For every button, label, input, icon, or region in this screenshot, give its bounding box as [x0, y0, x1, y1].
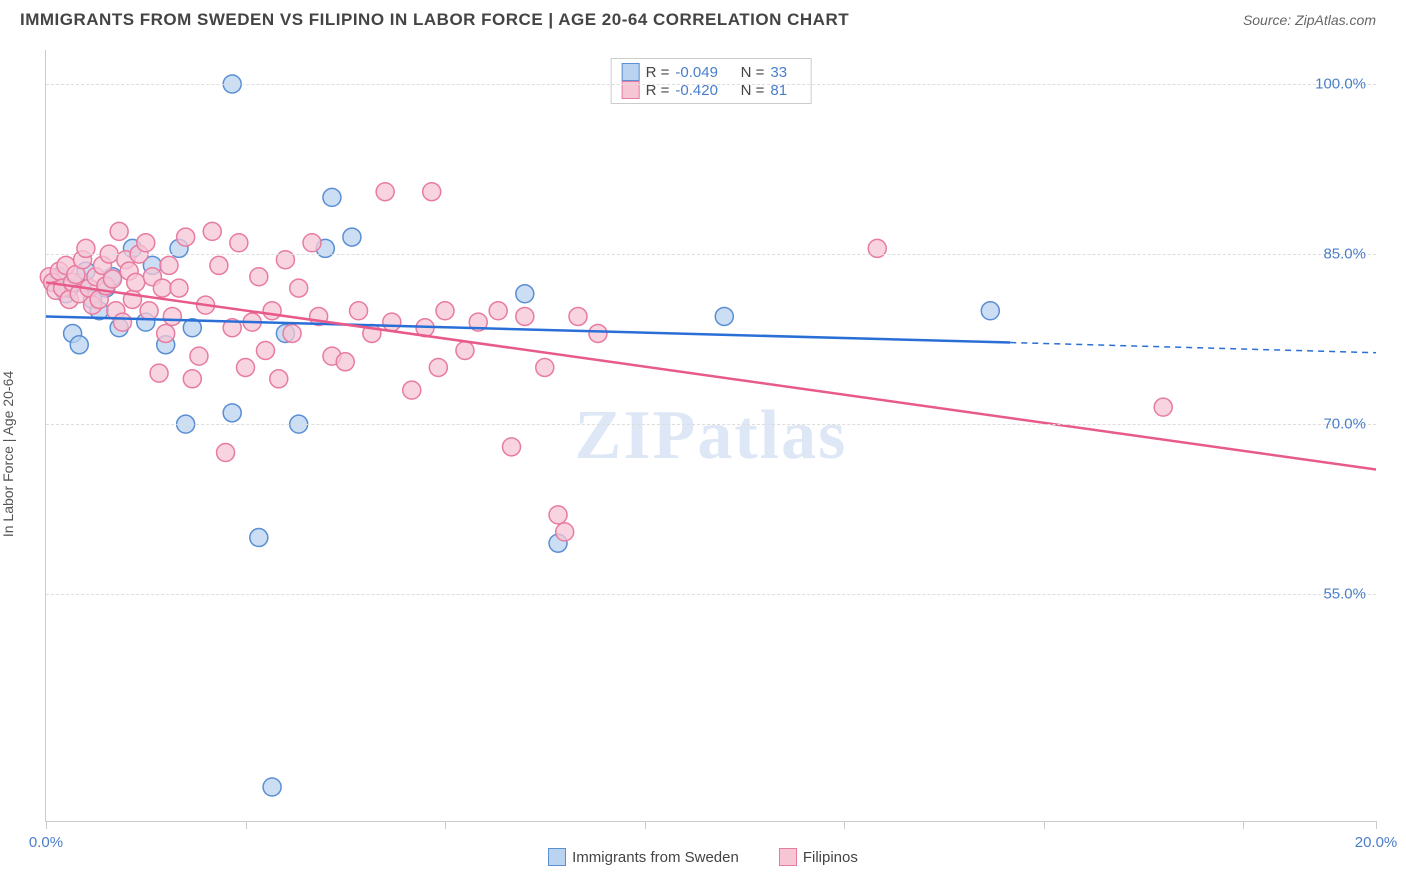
scatter-point — [203, 222, 221, 240]
scatter-point — [303, 234, 321, 252]
x-tick — [1243, 821, 1244, 829]
legend-bottom: Immigrants from Sweden Filipinos — [0, 848, 1406, 870]
stat-r-label: R = — [646, 64, 670, 81]
scatter-point — [250, 268, 268, 286]
scatter-point — [170, 279, 188, 297]
scatter-point — [343, 228, 361, 246]
scatter-point — [336, 353, 354, 371]
y-tick-label: 85.0% — [1323, 246, 1366, 263]
legend-swatch — [548, 848, 566, 866]
scatter-point — [715, 307, 733, 325]
stat-r-value: -0.049 — [675, 64, 730, 81]
gridline-h — [46, 254, 1376, 255]
stat-n-label: N = — [736, 64, 764, 81]
gridline-h — [46, 594, 1376, 595]
x-tick — [1044, 821, 1045, 829]
scatter-point — [589, 324, 607, 342]
chart-header: IMMIGRANTS FROM SWEDEN VS FILIPINO IN LA… — [0, 0, 1406, 40]
scatter-point — [503, 438, 521, 456]
legend-stats-box: R =-0.049 N =33R =-0.420 N =81 — [611, 58, 812, 104]
scatter-point — [323, 188, 341, 206]
scatter-point — [263, 302, 281, 320]
legend-label: Filipinos — [803, 849, 858, 866]
scatter-point — [223, 404, 241, 422]
scatter-point — [516, 307, 534, 325]
scatter-point — [140, 302, 158, 320]
scatter-point — [436, 302, 454, 320]
scatter-point — [283, 324, 301, 342]
scatter-point — [110, 222, 128, 240]
gridline-h — [46, 84, 1376, 85]
y-tick-label: 70.0% — [1323, 416, 1366, 433]
scatter-point — [536, 358, 554, 376]
scatter-point — [113, 313, 131, 331]
x-tick — [46, 821, 47, 829]
scatter-point — [556, 523, 574, 541]
chart-plot-area: ZIPatlas R =-0.049 N =33R =-0.420 N =81 … — [45, 50, 1376, 822]
stat-n-value: 33 — [770, 64, 800, 81]
scatter-point — [163, 307, 181, 325]
trend-line-extension — [1010, 343, 1376, 353]
scatter-point — [429, 358, 447, 376]
legend-item: Filipinos — [779, 848, 858, 866]
scatter-point — [70, 336, 88, 354]
scatter-point — [376, 183, 394, 201]
scatter-point — [190, 347, 208, 365]
x-tick — [1376, 821, 1377, 829]
scatter-point — [403, 381, 421, 399]
scatter-point — [981, 302, 999, 320]
scatter-point — [183, 370, 201, 388]
legend-swatch — [622, 63, 640, 81]
scatter-point — [1154, 398, 1172, 416]
scatter-point — [150, 364, 168, 382]
scatter-point — [489, 302, 507, 320]
scatter-point — [153, 279, 171, 297]
x-tick — [645, 821, 646, 829]
legend-label: Immigrants from Sweden — [572, 849, 739, 866]
scatter-point — [177, 228, 195, 246]
scatter-point — [350, 302, 368, 320]
scatter-point — [104, 270, 122, 288]
x-tick — [246, 821, 247, 829]
scatter-point — [516, 285, 534, 303]
gridline-h — [46, 424, 1376, 425]
scatter-point — [456, 341, 474, 359]
scatter-point — [230, 234, 248, 252]
x-tick — [844, 821, 845, 829]
scatter-point — [250, 529, 268, 547]
chart-source: Source: ZipAtlas.com — [1243, 12, 1376, 28]
scatter-point — [157, 324, 175, 342]
scatter-point — [549, 506, 567, 524]
scatter-point — [270, 370, 288, 388]
legend-swatch — [779, 848, 797, 866]
legend-item: Immigrants from Sweden — [548, 848, 739, 866]
plot-svg — [46, 50, 1376, 821]
scatter-point — [217, 444, 235, 462]
scatter-point — [210, 256, 228, 274]
scatter-point — [290, 279, 308, 297]
x-tick — [445, 821, 446, 829]
chart-title: IMMIGRANTS FROM SWEDEN VS FILIPINO IN LA… — [20, 10, 849, 30]
scatter-point — [256, 341, 274, 359]
y-axis-label: In Labor Force | Age 20-64 — [0, 371, 16, 537]
scatter-point — [569, 307, 587, 325]
y-tick-label: 55.0% — [1323, 586, 1366, 603]
scatter-point — [263, 778, 281, 796]
scatter-point — [383, 313, 401, 331]
scatter-point — [160, 256, 178, 274]
legend-stats-row: R = -0.049 N = 33 — [622, 63, 801, 81]
scatter-point — [137, 234, 155, 252]
y-tick-label: 100.0% — [1315, 76, 1366, 93]
scatter-point — [423, 183, 441, 201]
scatter-point — [127, 273, 145, 291]
scatter-point — [237, 358, 255, 376]
